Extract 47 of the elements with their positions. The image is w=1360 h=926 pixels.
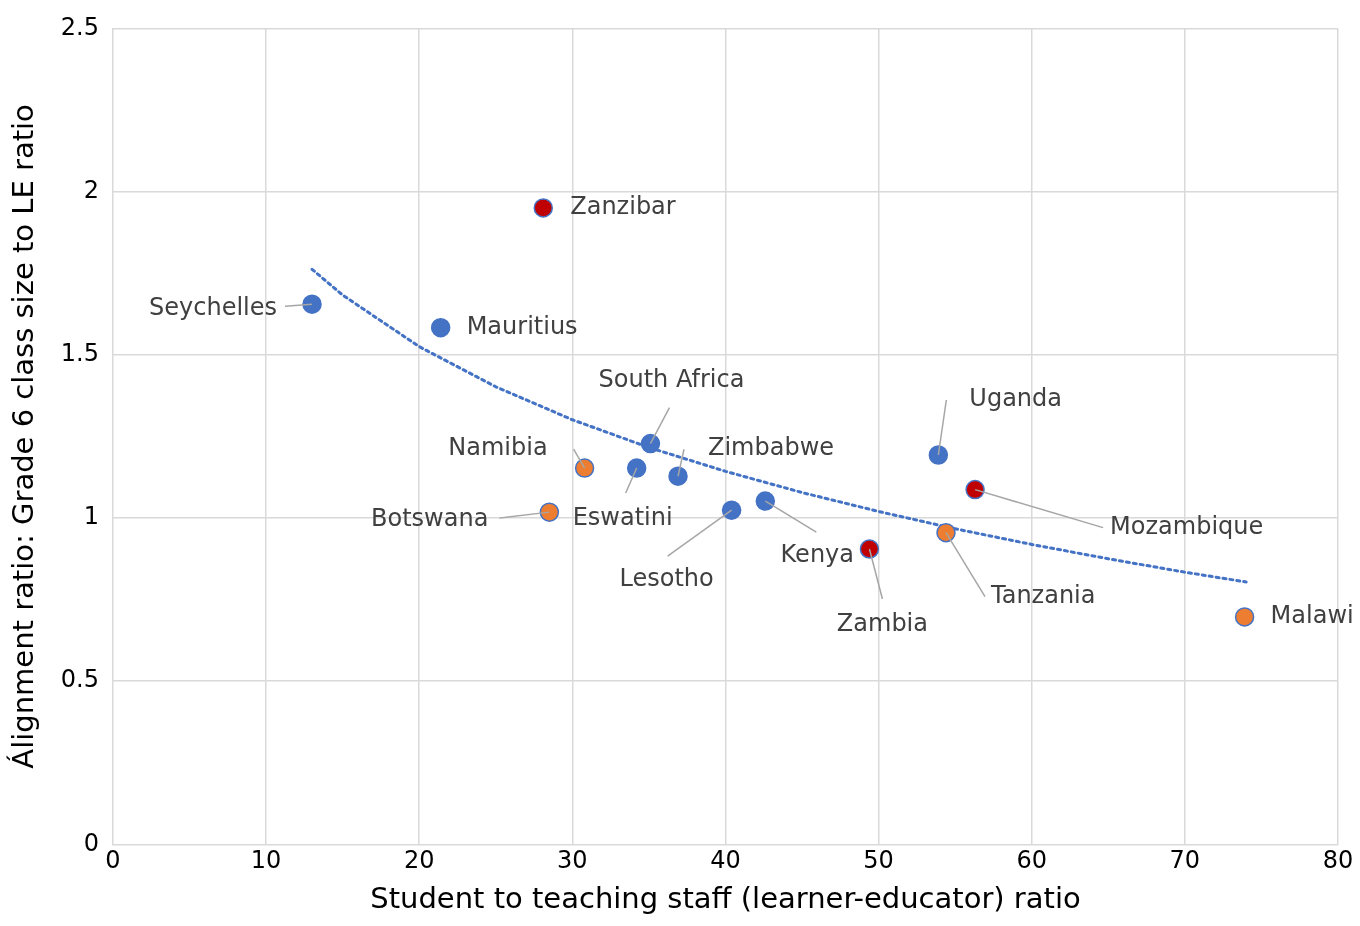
annotation: Botswana <box>371 504 489 533</box>
point <box>721 500 742 520</box>
point <box>640 433 661 454</box>
point <box>574 458 595 478</box>
x-tick-label: 70 <box>1169 846 1201 875</box>
point <box>668 466 688 486</box>
point <box>539 502 560 522</box>
annotation: Zimbabwe <box>708 433 835 462</box>
annotation: Mozambique <box>1110 511 1264 540</box>
y-tick-label: 2 <box>83 175 99 204</box>
y-tick-label: 0 <box>83 828 99 857</box>
y-tick-label: 1.5 <box>60 339 99 368</box>
annotation: South Africa <box>598 364 745 393</box>
point <box>626 458 647 478</box>
point <box>430 317 451 338</box>
annotation: Uganda <box>969 384 1063 413</box>
point <box>755 491 776 511</box>
annotation: Namibia <box>448 433 548 462</box>
y-tick-label: 0.5 <box>60 665 99 694</box>
point <box>302 294 322 314</box>
annotation: Seychelles <box>149 293 278 322</box>
x-tick-label: 50 <box>863 846 894 875</box>
x-tick-label: 20 <box>403 846 435 875</box>
y-tick-label: 2.5 <box>60 12 99 41</box>
point <box>533 198 554 218</box>
annotation: Tanzania <box>989 580 1096 609</box>
annotation: Mauritius <box>466 311 578 340</box>
annotation: Zanzibar <box>570 192 676 221</box>
x-tick-label: 10 <box>250 846 282 875</box>
annotation: Lesotho <box>619 564 714 593</box>
point <box>928 445 949 465</box>
x-tick-label: 30 <box>557 846 588 875</box>
x-tick-label: 0 <box>105 846 121 875</box>
annotation: Kenya <box>780 540 855 569</box>
x-axis-title: Student to teaching staff (learner-educator) ratio <box>370 881 1081 916</box>
point <box>936 522 956 543</box>
annotation: Zambia <box>836 609 928 638</box>
x-tick-label: 80 <box>1322 846 1354 875</box>
point <box>859 539 880 559</box>
y-axis-title: Álignment ratio: Grade 6 class size to LE ratio <box>5 104 40 769</box>
point <box>965 479 985 500</box>
x-tick-label: 60 <box>1016 846 1048 875</box>
y-tick-label: 1 <box>83 502 99 531</box>
annotation: Eswatini <box>572 503 673 532</box>
annotation: Malawi <box>1270 601 1354 630</box>
x-tick-label: 40 <box>710 846 741 875</box>
point <box>1234 607 1255 627</box>
